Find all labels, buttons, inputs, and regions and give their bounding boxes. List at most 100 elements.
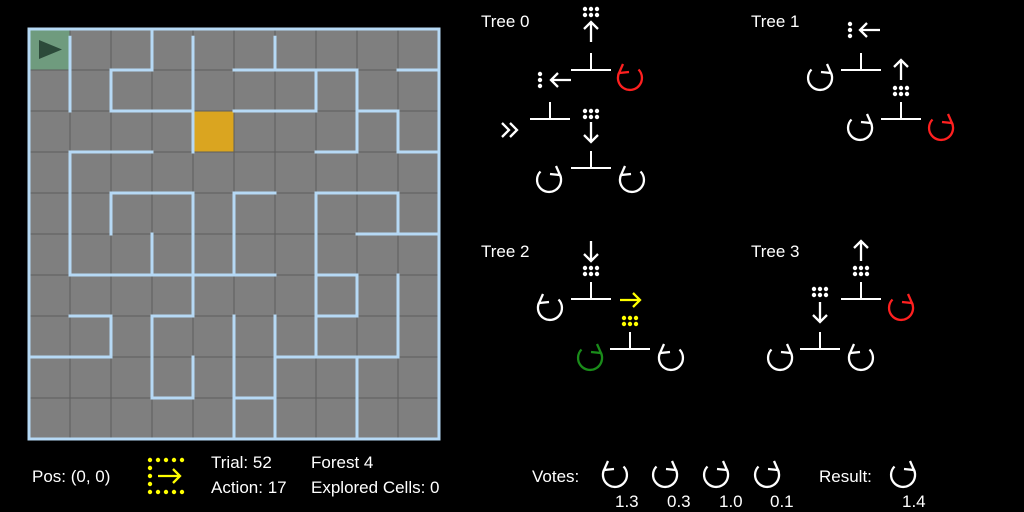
maze-cell bbox=[315, 151, 358, 194]
split-node bbox=[529, 101, 571, 120]
maze-cell bbox=[110, 192, 153, 235]
left-arrow-icon bbox=[858, 21, 882, 39]
rotate-left-icon bbox=[618, 164, 646, 194]
vote-value: 0.3 bbox=[667, 492, 691, 511]
maze-cell bbox=[356, 356, 399, 399]
right-arrow-with-dots-icon bbox=[147, 457, 185, 495]
maze-cell bbox=[274, 110, 317, 153]
split-node bbox=[570, 52, 612, 71]
rotate-right-icon bbox=[887, 292, 915, 322]
status-bar: Pos: (0, 0) Trial: 52 Action: 17 For bbox=[32, 453, 440, 497]
tree-2: Tree 2 bbox=[481, 239, 685, 372]
maze-cell bbox=[69, 192, 112, 235]
action-readout: Action: 17 bbox=[211, 478, 287, 497]
rotate-left-icon bbox=[616, 62, 644, 92]
dots-icon bbox=[582, 6, 600, 18]
up-arrow-icon bbox=[582, 20, 600, 44]
vote-value: 1.3 bbox=[615, 492, 639, 511]
maze-cell bbox=[69, 151, 112, 194]
maze-cell bbox=[233, 192, 276, 235]
maze-cell bbox=[28, 315, 71, 358]
maze-border bbox=[27, 27, 441, 441]
maze-cell bbox=[315, 69, 358, 112]
maze-cell bbox=[356, 233, 399, 276]
rotate-right-icon bbox=[651, 459, 679, 489]
maze-cell bbox=[233, 69, 276, 112]
up-arrow-icon bbox=[852, 239, 870, 263]
maze-cell bbox=[356, 151, 399, 194]
maze-cell bbox=[274, 192, 317, 235]
maze-cell bbox=[69, 274, 112, 317]
maze-cell bbox=[110, 233, 153, 276]
maze-cell bbox=[274, 274, 317, 317]
rotate-left-icon bbox=[601, 459, 629, 489]
maze-cell bbox=[192, 28, 235, 71]
maze-cell bbox=[28, 110, 71, 153]
maze-cell bbox=[151, 356, 194, 399]
maze-grid bbox=[27, 27, 441, 441]
maze-cell bbox=[356, 69, 399, 112]
maze-cell bbox=[274, 356, 317, 399]
rotate-left-icon bbox=[847, 342, 875, 372]
split-node bbox=[570, 150, 612, 169]
maze-cell bbox=[69, 69, 112, 112]
maze-cell bbox=[151, 69, 194, 112]
result-value: 1.4 bbox=[902, 492, 926, 511]
dots-icon bbox=[582, 265, 600, 277]
maze-cell bbox=[69, 110, 112, 153]
tree-label: Tree 2 bbox=[481, 242, 530, 261]
maze-cell bbox=[397, 233, 440, 276]
maze-cell bbox=[315, 110, 358, 153]
maze-cell bbox=[397, 69, 440, 112]
maze-cell bbox=[69, 356, 112, 399]
maze-cell bbox=[397, 274, 440, 317]
maze-cell bbox=[233, 110, 276, 153]
maze-cell bbox=[28, 233, 71, 276]
maze-cell bbox=[274, 69, 317, 112]
tree-label: Tree 0 bbox=[481, 12, 530, 31]
maze-cell bbox=[151, 192, 194, 235]
maze-cell bbox=[69, 28, 112, 71]
maze-cell bbox=[151, 110, 194, 153]
trial-readout: Trial: 52 bbox=[211, 453, 272, 472]
rotate-right-icon bbox=[753, 459, 781, 489]
maze-cell bbox=[110, 28, 153, 71]
maze-cell bbox=[233, 356, 276, 399]
down-arrow-icon bbox=[811, 300, 829, 324]
maze-cell bbox=[28, 151, 71, 194]
maze-cell bbox=[28, 192, 71, 235]
tree-3: Tree 3 bbox=[751, 239, 915, 372]
maze-cell bbox=[192, 274, 235, 317]
maze-cell bbox=[151, 233, 194, 276]
rotate-right-icon bbox=[806, 62, 834, 92]
split-node bbox=[840, 52, 882, 71]
maze-cell bbox=[274, 233, 317, 276]
split-node bbox=[570, 281, 612, 300]
maze-cell bbox=[397, 192, 440, 235]
maze-cell bbox=[110, 315, 153, 358]
rotate-right-icon bbox=[927, 112, 955, 142]
dots-icon bbox=[621, 315, 639, 327]
maze-cell bbox=[274, 151, 317, 194]
position-readout: Pos: (0, 0) bbox=[32, 467, 110, 486]
split-node bbox=[799, 331, 841, 350]
maze-cell bbox=[397, 151, 440, 194]
split-node bbox=[609, 331, 651, 350]
maze-cell bbox=[315, 28, 358, 71]
dots-icon bbox=[811, 286, 829, 298]
rotate-right-icon bbox=[766, 342, 794, 372]
maze-cell bbox=[192, 69, 235, 112]
maze-cell bbox=[110, 110, 153, 153]
maze-cell bbox=[315, 356, 358, 399]
maze-cell bbox=[192, 397, 235, 440]
dots-icon bbox=[537, 71, 543, 89]
maze-cell bbox=[233, 28, 276, 71]
dots-icon bbox=[582, 108, 600, 120]
maze-cell bbox=[28, 69, 71, 112]
right-arrow-icon bbox=[618, 291, 642, 309]
maze-cell bbox=[151, 315, 194, 358]
rotate-right-icon bbox=[889, 459, 917, 489]
rotate-right-icon bbox=[702, 459, 730, 489]
maze-cell bbox=[69, 397, 112, 440]
